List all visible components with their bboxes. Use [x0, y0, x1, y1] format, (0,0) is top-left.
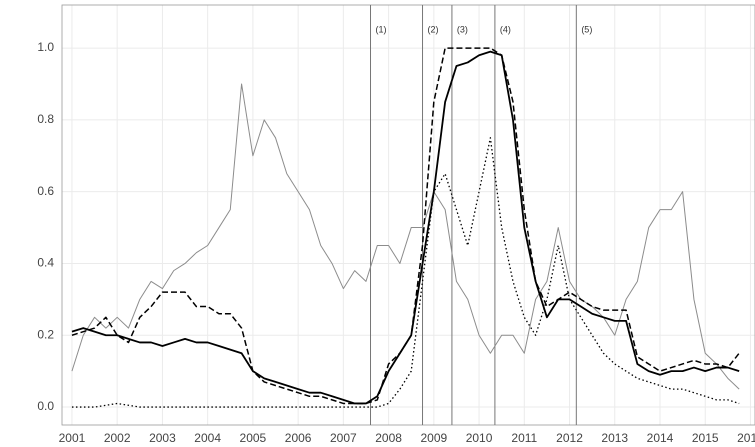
x-tick-label: 2012	[556, 431, 583, 445]
x-tick-label: 2016	[737, 431, 755, 445]
event-label: (5)	[581, 24, 592, 34]
event-label: (2)	[428, 24, 439, 34]
x-tick-label: 2011	[511, 431, 537, 445]
plot-background	[62, 5, 755, 425]
x-tick-label: 2014	[647, 431, 674, 445]
series-line	[71, 83, 740, 390]
x-tick-label: 2005	[240, 431, 267, 445]
x-tick-label: 2002	[104, 431, 131, 445]
x-tick-label: 2015	[692, 431, 719, 445]
event-label: (1)	[376, 24, 387, 34]
x-tick-label: 2010	[466, 431, 493, 445]
y-tick-label: 1.0	[37, 40, 54, 54]
x-tick-label: 2009	[420, 431, 447, 445]
y-tick-label: 0.8	[37, 112, 54, 126]
x-tick-label: 2004	[194, 431, 221, 445]
x-tick-label: 2013	[601, 431, 628, 445]
y-tick-label: 0.2	[37, 327, 54, 341]
series-line	[71, 47, 740, 405]
x-tick-label: 2007	[330, 431, 357, 445]
event-label: (4)	[500, 24, 511, 34]
y-tick-label: 0.6	[37, 184, 54, 198]
x-tick-label: 2008	[375, 431, 402, 445]
plot-border	[61, 4, 755, 426]
x-tick-label: 2006	[285, 431, 312, 445]
x-tick-label: 2001	[59, 431, 86, 445]
x-tick-label: 2003	[149, 431, 176, 445]
event-label: (3)	[457, 24, 468, 34]
y-tick-label: 0.4	[37, 256, 54, 270]
y-tick-label: 0.0	[37, 399, 54, 413]
